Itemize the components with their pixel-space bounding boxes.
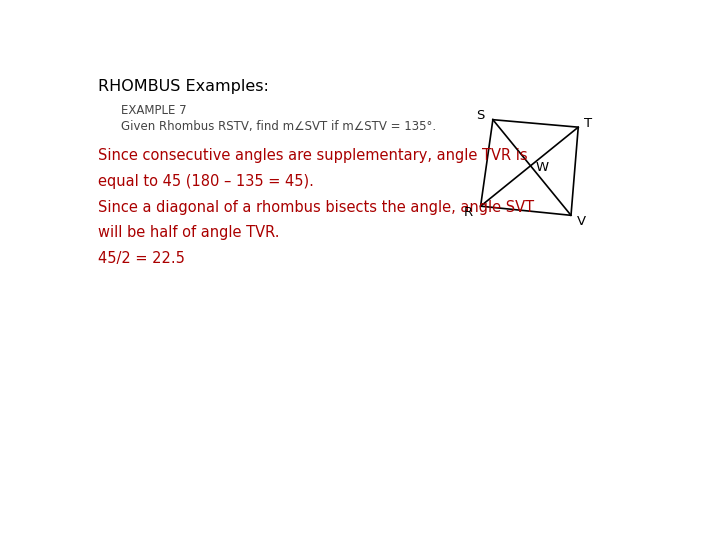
Text: Given Rhombus RSTV, find m∠SVT if m∠STV = 135°.: Given Rhombus RSTV, find m∠SVT if m∠STV … <box>121 120 436 133</box>
Text: EXAMPLE 7: EXAMPLE 7 <box>121 104 186 117</box>
Text: 45/2 = 22.5: 45/2 = 22.5 <box>99 251 185 266</box>
Text: W: W <box>536 161 549 174</box>
Text: V: V <box>577 215 585 228</box>
Text: equal to 45 (180 – 135 = 45).: equal to 45 (180 – 135 = 45). <box>99 174 314 189</box>
Text: will be half of angle TVR.: will be half of angle TVR. <box>99 225 280 240</box>
Text: Since consecutive angles are supplementary, angle TVR is: Since consecutive angles are supplementa… <box>99 148 528 163</box>
Text: RHOMBUS Examples:: RHOMBUS Examples: <box>99 79 269 94</box>
Text: S: S <box>477 109 485 122</box>
Text: Since a diagonal of a rhombus bisects the angle, angle SVT: Since a diagonal of a rhombus bisects th… <box>99 199 534 214</box>
Text: R: R <box>464 206 473 219</box>
Text: T: T <box>584 117 593 130</box>
